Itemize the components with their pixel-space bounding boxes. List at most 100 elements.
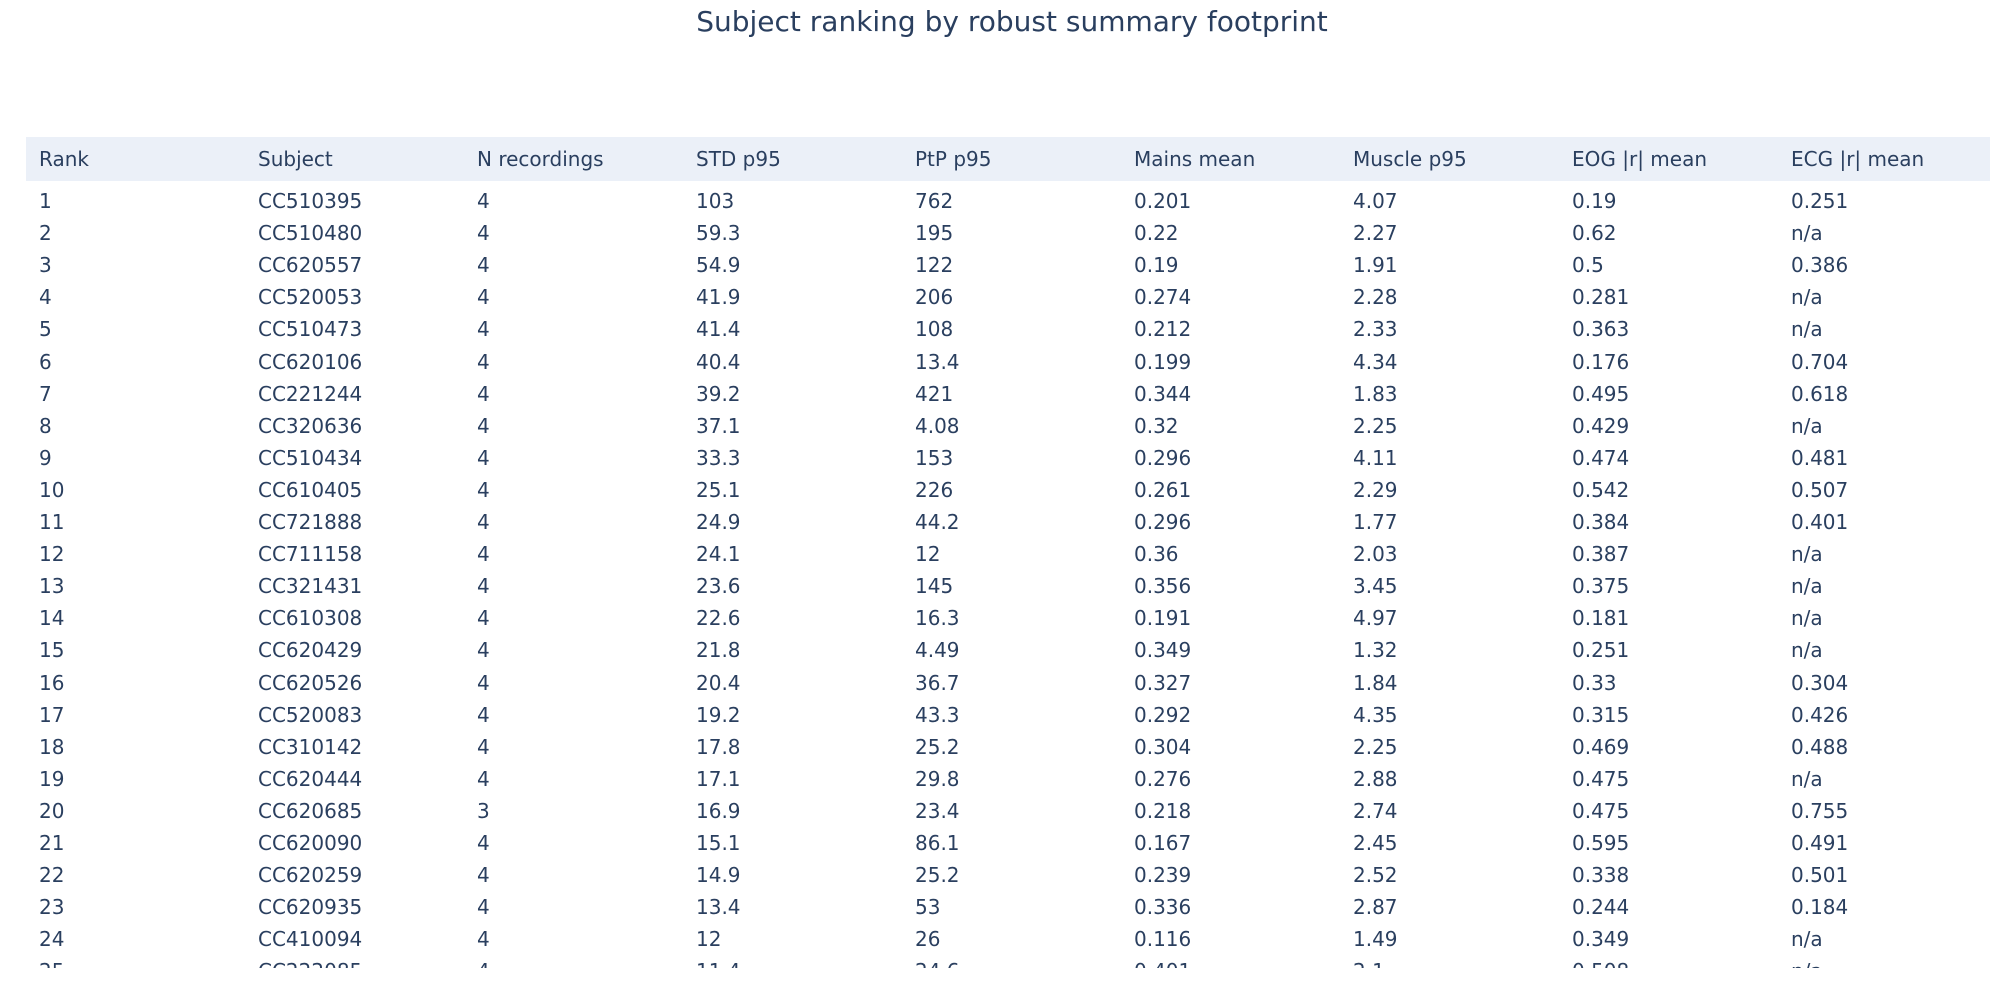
- table-cell: 4: [477, 831, 490, 855]
- table-cell: 0.261: [1134, 477, 1192, 502]
- table-cell: 0.32: [1134, 413, 1179, 438]
- table-cell: 10: [39, 477, 65, 502]
- table-cell: 4: [477, 221, 490, 246]
- table-cell: 0.363: [1572, 317, 1630, 342]
- table-cell: 11.4: [683, 955, 902, 968]
- table-cell: 4.11: [1353, 445, 1398, 470]
- table-cell: CC520053: [258, 285, 363, 310]
- table-cell: 0.33: [1572, 670, 1617, 695]
- table-cell: 0.251: [1572, 638, 1630, 663]
- table-cell: CC610405: [258, 477, 363, 502]
- table-cell: 53: [915, 895, 941, 920]
- table-cell: 0.327: [1134, 670, 1192, 695]
- column-header: Muscle p95: [1340, 137, 1559, 181]
- table-cell: 0.5: [1572, 253, 1604, 278]
- table-cell: 0.199: [1134, 349, 1192, 374]
- table-cell: 4: [477, 189, 490, 213]
- table-cell: 25.2: [915, 734, 960, 759]
- table-cell: 4: [477, 349, 490, 374]
- table-cell: 24: [39, 927, 65, 952]
- table-cell: 0.344: [1134, 381, 1192, 406]
- table-cell: 2.87: [1353, 895, 1398, 920]
- table-cell: 4: [477, 574, 490, 599]
- table-cell: 0.184: [1791, 895, 1849, 920]
- table-cell: 23: [39, 895, 65, 920]
- table-cell: 2.88: [1353, 766, 1398, 791]
- table-cell: CC620526: [258, 670, 363, 695]
- table-cell: 0.349: [1572, 927, 1630, 952]
- table-cell: 0.507: [1791, 477, 1849, 502]
- table-cell: 13: [39, 574, 65, 599]
- table-cell: 0.491: [1791, 831, 1849, 855]
- table-cell: 1.91: [1353, 253, 1398, 278]
- table-cell: n/a: [1791, 542, 1823, 567]
- table-cell: 0.22: [1134, 221, 1179, 246]
- table-cell: 1.84: [1353, 670, 1398, 695]
- table-cell: 421: [915, 381, 954, 406]
- table-cell: 4: [477, 895, 490, 920]
- table-cell: 4.49: [915, 638, 960, 663]
- table-cell: 0.426: [1791, 702, 1849, 727]
- table-cell: 4: [477, 670, 490, 695]
- table-cell: n/a: [1791, 285, 1823, 310]
- table-cell: 12: [39, 542, 65, 567]
- table-cell: 4: [477, 285, 490, 310]
- table-cell: 0.181: [1572, 606, 1630, 631]
- table-cell: CC510480: [258, 221, 363, 246]
- table-cell: 0.338: [1572, 863, 1630, 888]
- table-cell: CC620685: [258, 798, 363, 823]
- table-cell: CC410094: [258, 927, 363, 952]
- table-cell: 25: [26, 955, 245, 968]
- table-cell: n/a: [1791, 766, 1823, 791]
- column-header: PtP p95: [902, 137, 1121, 181]
- table-cell: 2.29: [1353, 477, 1398, 502]
- table-cell: 40.4: [696, 349, 741, 374]
- table-cell: 23.6: [696, 574, 741, 599]
- table-cell: 11: [39, 510, 65, 534]
- page-title: Subject ranking by robust summary footpr…: [696, 5, 1328, 38]
- table-cell: CC320636: [258, 413, 363, 438]
- table-cell: 0.501: [1791, 863, 1849, 888]
- table-cell: 15: [39, 638, 65, 663]
- table-cell: 0.474: [1572, 445, 1630, 470]
- table-cell: n/a: [1791, 927, 1823, 952]
- table-cell: 4: [477, 638, 490, 663]
- table-cell: 19: [39, 766, 65, 791]
- table-cell: 4: [477, 927, 490, 952]
- table-cell: 0.508: [1559, 955, 1778, 968]
- table-cell: 0.281: [1572, 285, 1630, 310]
- table-cell: 20: [39, 798, 65, 823]
- table-cell: 54.9: [696, 253, 741, 278]
- column-header: EOG |r| mean: [1559, 137, 1778, 181]
- table-cell: 0.36: [1134, 542, 1179, 567]
- table-cell: 0.704: [1791, 349, 1849, 374]
- table-cell: 12: [915, 542, 941, 567]
- table-cell: n/a: [1778, 955, 1990, 968]
- table-cell: 103: [696, 189, 735, 213]
- table-cell: CC510473: [258, 317, 363, 342]
- table-cell: 23.4: [915, 798, 960, 823]
- table-cell: CC620557: [258, 253, 363, 278]
- table-cell: CC620106: [258, 349, 363, 374]
- table-cell: n/a: [1791, 574, 1823, 599]
- table-cell: 9: [39, 445, 52, 470]
- table-cell: CC510434: [258, 445, 363, 470]
- table-cell: 5: [39, 317, 52, 342]
- table-cell: n/a: [1791, 638, 1823, 663]
- table-cell: 4.34: [1353, 349, 1398, 374]
- table-cell: CC510395: [258, 189, 363, 213]
- table-cell: 21.8: [696, 638, 741, 663]
- table-cell: 0.755: [1791, 798, 1849, 823]
- table-cell: 15.1: [696, 831, 741, 855]
- table-cell: 4: [464, 955, 683, 968]
- table-cell: n/a: [1791, 221, 1823, 246]
- table-cell: CC620090: [258, 831, 363, 855]
- table-cell: 16.3: [915, 606, 960, 631]
- column-header: ECG |r| mean: [1778, 137, 1990, 181]
- table-cell: 4: [477, 702, 490, 727]
- table-cell: 2.28: [1353, 285, 1398, 310]
- table-cell: 0.201: [1134, 189, 1192, 213]
- table: Rank Subject N recordings STD p95 PtP p95 Mai…: [26, 137, 1990, 968]
- table-cell: 0.19: [1134, 253, 1179, 278]
